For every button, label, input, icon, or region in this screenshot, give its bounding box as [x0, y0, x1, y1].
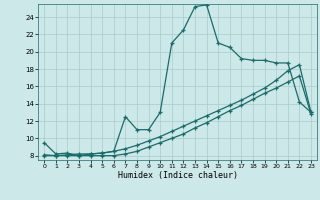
X-axis label: Humidex (Indice chaleur): Humidex (Indice chaleur) — [118, 171, 238, 180]
